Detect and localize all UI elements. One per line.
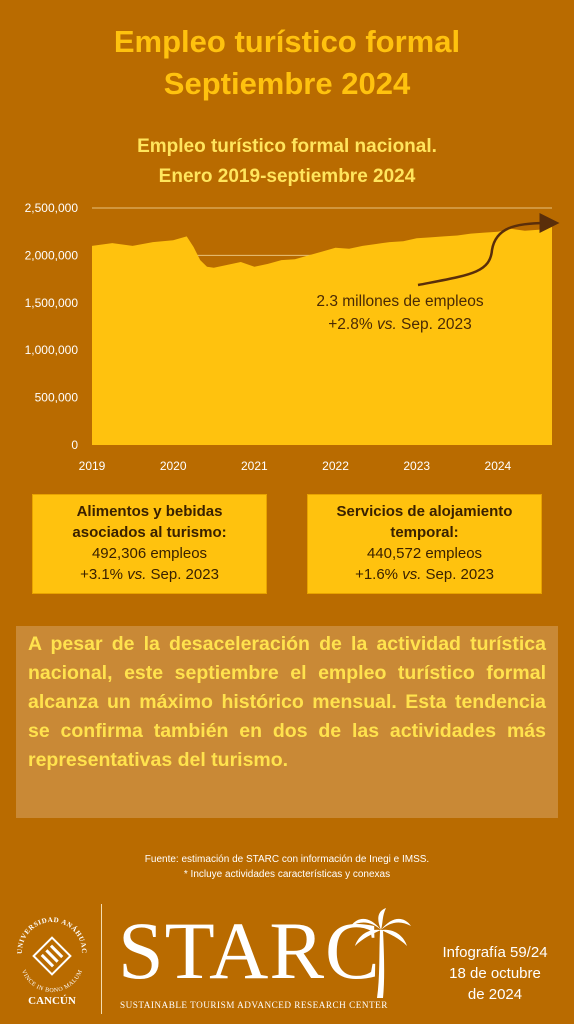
svg-text:VINCE IN BONO MALUM: VINCE IN BONO MALUM [20,969,84,994]
x-tick-label: 2022 [322,459,349,473]
chart-title-line1: Empleo turístico formal nacional. [137,136,437,157]
info-date-line1: 18 de octubre [449,965,541,982]
y-tick-label: 1,000,000 [25,343,79,357]
x-tick-label: 2024 [485,459,512,473]
x-tick-label: 2023 [403,459,430,473]
card-title-line2: asociados al turismo: [72,524,227,541]
x-tick-label: 2020 [160,459,187,473]
card-food-beverage: Alimentos y bebidas asociados al turismo… [32,494,267,594]
x-tick-label: 2019 [79,459,106,473]
card-change: +3.1% vs. Sep. 2023 [80,566,219,583]
info-date-line2: de 2024 [467,986,523,1003]
main-title-line2: Septiembre 2024 [163,66,411,101]
x-tick-label: 2021 [241,459,268,473]
y-tick-label: 2,000,000 [25,248,79,262]
annotation-line1: 2.3 millones de empleos [316,293,483,310]
summary-text: A pesar de la desaceleración de la activ… [16,626,558,818]
chart-title-line2: Enero 2019-septiembre 2024 [158,166,416,187]
card-lodging: Servicios de alojamiento temporal: 440,5… [307,494,542,594]
y-tick-label: 500,000 [35,391,79,405]
employment-area-chart: 0 500,000 1,000,000 1,500,000 2,000,000 2,500… [25,201,560,473]
palm-tree-icon [351,908,411,998]
y-tick-label: 0 [71,438,78,452]
card-title-line1: Servicios de alojamiento [336,503,513,520]
source-line: Fuente: estimación de STARC con informac… [144,854,430,865]
card-change: +1.6% vs. Sep. 2023 [355,566,494,583]
info-number: Infografía 59/24 [442,944,548,961]
y-tick-label: 2,500,000 [25,201,79,215]
campus-label: CANCÚN [28,995,76,1007]
card-title-line2: temporal: [390,524,459,541]
card-value: 492,306 empleos [91,545,208,562]
starc-subtitle: SUSTAINABLE TOURISM ADVANCED RESEARCH CE… [120,1000,388,1010]
anahuac-seal-logo: UNIVERSIDAD ANÁHUAC VINCE IN BONO MALUM [16,916,88,994]
card-title-line1: Alimentos y bebidas [76,503,223,520]
starc-logo-text: STARC [118,905,381,996]
infographic-info: Infografía 59/24 18 de octubre de 2024 [420,942,570,1005]
main-title-line1: Empleo turístico formal [113,24,461,59]
card-value: 440,572 empleos [366,545,483,562]
annotation-arrow [417,213,560,287]
footer-divider [101,904,102,1014]
employment-area [92,227,552,445]
y-tick-label: 1,500,000 [25,296,79,310]
source-note: * Incluye actividades características y … [183,869,391,880]
annotation-line2: +2.8% vs. Sep. 2023 [328,316,471,333]
